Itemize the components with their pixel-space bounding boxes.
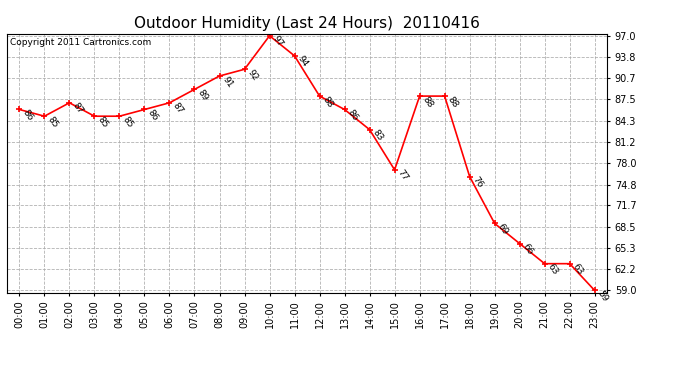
Text: 69: 69 — [496, 222, 510, 237]
Text: 59: 59 — [596, 289, 610, 304]
Text: 94: 94 — [296, 54, 310, 69]
Text: 77: 77 — [396, 168, 410, 183]
Text: 66: 66 — [521, 242, 535, 257]
Text: 83: 83 — [371, 128, 385, 143]
Text: 87: 87 — [71, 101, 85, 116]
Text: 63: 63 — [546, 262, 560, 277]
Text: 88: 88 — [321, 95, 335, 109]
Text: 88: 88 — [446, 95, 460, 109]
Text: 91: 91 — [221, 75, 235, 89]
Text: 85: 85 — [46, 115, 60, 129]
Text: 63: 63 — [571, 262, 585, 277]
Text: 85: 85 — [121, 115, 135, 129]
Text: Copyright 2011 Cartronics.com: Copyright 2011 Cartronics.com — [10, 38, 151, 46]
Text: 86: 86 — [346, 108, 360, 123]
Text: 89: 89 — [196, 88, 210, 103]
Text: 97: 97 — [271, 34, 285, 49]
Text: 87: 87 — [171, 101, 185, 116]
Text: 88: 88 — [421, 95, 435, 109]
Text: 85: 85 — [96, 115, 110, 129]
Text: 86: 86 — [21, 108, 34, 123]
Text: 76: 76 — [471, 175, 485, 190]
Title: Outdoor Humidity (Last 24 Hours)  20110416: Outdoor Humidity (Last 24 Hours) 2011041… — [134, 16, 480, 31]
Text: 92: 92 — [246, 68, 260, 82]
Text: 86: 86 — [146, 108, 160, 123]
